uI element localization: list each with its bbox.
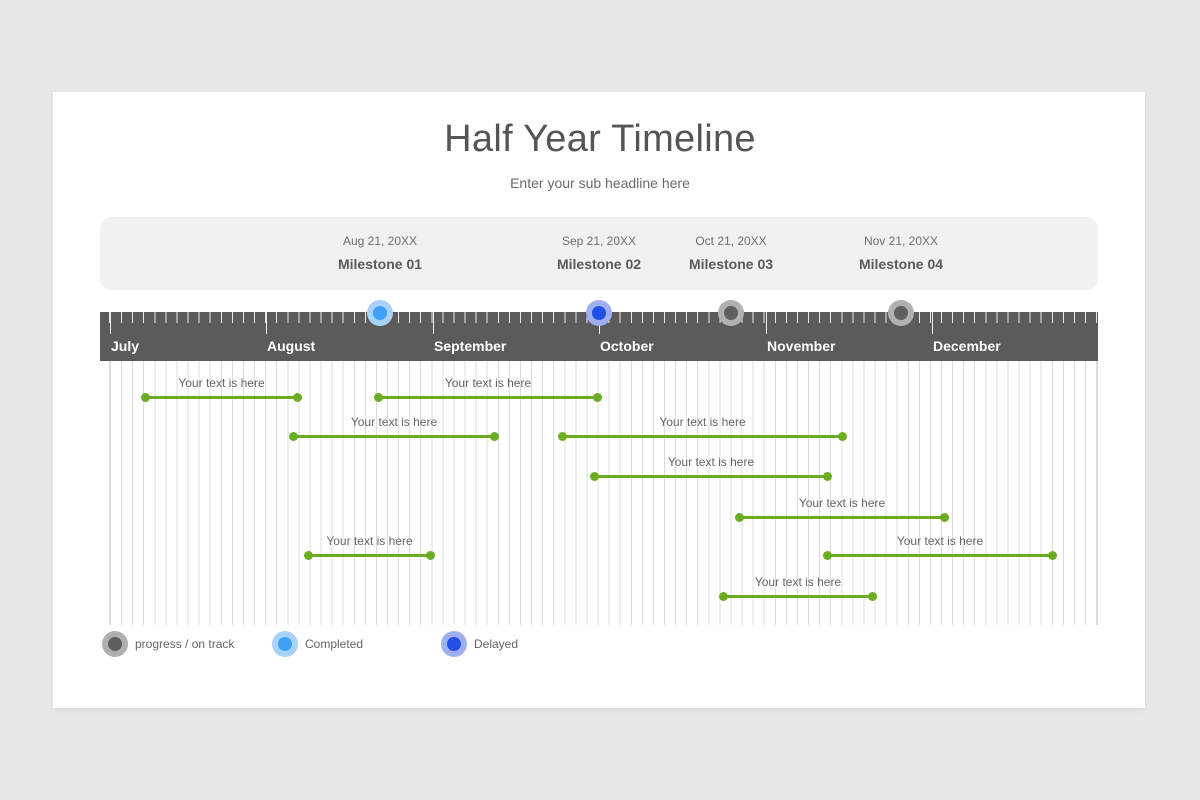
milestone-marker-progress-icon[interactable] bbox=[888, 300, 914, 326]
milestone-name: Milestone 02 bbox=[556, 256, 642, 272]
task-start-dot-icon[interactable] bbox=[590, 472, 599, 481]
task-end-dot-icon[interactable] bbox=[940, 513, 949, 522]
milestone-marker-delayed-icon[interactable] bbox=[586, 300, 612, 326]
task-end-dot-icon[interactable] bbox=[293, 393, 302, 402]
status-dot-icon bbox=[592, 306, 606, 320]
task-start-dot-icon[interactable] bbox=[735, 513, 744, 522]
task-start-dot-icon[interactable] bbox=[289, 432, 298, 441]
task-start-dot-icon[interactable] bbox=[141, 393, 150, 402]
status-dot-icon bbox=[373, 306, 387, 320]
milestone-date: Sep 21, 20XX bbox=[561, 234, 637, 248]
milestone-name: Milestone 03 bbox=[688, 256, 774, 272]
task-end-dot-icon[interactable] bbox=[1048, 551, 1057, 560]
task-bar[interactable] bbox=[558, 432, 847, 441]
legend-progress-icon bbox=[102, 631, 128, 657]
month-tick bbox=[766, 312, 767, 334]
task-bar[interactable] bbox=[735, 513, 949, 522]
page-title: Half Year Timeline bbox=[444, 118, 756, 160]
legend-label: progress / on track bbox=[135, 637, 235, 651]
task-bar[interactable] bbox=[719, 592, 877, 601]
legend-completed-icon bbox=[272, 631, 298, 657]
month-tick bbox=[110, 312, 111, 334]
task-end-dot-icon[interactable] bbox=[868, 592, 877, 601]
task-end-dot-icon[interactable] bbox=[426, 551, 435, 560]
task-end-dot-icon[interactable] bbox=[823, 472, 832, 481]
task-bar[interactable] bbox=[141, 393, 302, 402]
page-subtitle: Enter your sub headline here bbox=[510, 175, 690, 191]
legend-label: Delayed bbox=[474, 637, 519, 651]
task-label: Your text is here bbox=[754, 575, 842, 589]
task-start-dot-icon[interactable] bbox=[304, 551, 313, 560]
milestone-date: Nov 21, 20XX bbox=[863, 234, 939, 248]
task-end-dot-icon[interactable] bbox=[838, 432, 847, 441]
status-dot-icon bbox=[894, 306, 908, 320]
grid-border bbox=[1097, 361, 1098, 625]
task-bar[interactable] bbox=[289, 432, 499, 441]
legend-item-progress: progress / on track bbox=[102, 631, 234, 657]
month-tick bbox=[932, 312, 933, 334]
task-label: Your text is here bbox=[798, 496, 886, 510]
task-start-dot-icon[interactable] bbox=[558, 432, 567, 441]
task-end-dot-icon[interactable] bbox=[593, 393, 602, 402]
task-label: Your text is here bbox=[444, 376, 532, 390]
milestone-marker-progress-icon[interactable] bbox=[718, 300, 744, 326]
milestone-date: Oct 21, 20XX bbox=[695, 234, 767, 248]
month-label-december: December bbox=[933, 338, 1001, 354]
task-end-dot-icon[interactable] bbox=[490, 432, 499, 441]
milestone-name: Milestone 01 bbox=[337, 256, 423, 272]
month-label-july: July bbox=[111, 338, 140, 354]
legend-item-delayed: Delayed bbox=[441, 631, 518, 657]
legend-item-completed: Completed bbox=[272, 631, 363, 657]
milestone-name: Milestone 04 bbox=[858, 256, 944, 272]
legend-label: Completed bbox=[305, 637, 364, 651]
task-label: Your text is here bbox=[667, 455, 755, 469]
task-start-dot-icon[interactable] bbox=[823, 551, 832, 560]
task-start-dot-icon[interactable] bbox=[374, 393, 383, 402]
task-label: Your text is here bbox=[326, 534, 413, 548]
task-bar[interactable] bbox=[304, 551, 435, 560]
month-label-august: August bbox=[267, 338, 316, 354]
task-label: Your text is here bbox=[350, 415, 438, 429]
month-label-september: September bbox=[434, 338, 507, 354]
task-bar[interactable] bbox=[823, 551, 1057, 560]
task-bar[interactable] bbox=[590, 472, 832, 481]
milestone-marker-completed-icon[interactable] bbox=[367, 300, 393, 326]
milestone-panel bbox=[100, 217, 1098, 290]
task-bar[interactable] bbox=[374, 393, 602, 402]
month-label-october: October bbox=[600, 338, 654, 354]
milestone-1: Aug 21, 20XX Milestone 01 bbox=[300, 234, 460, 272]
milestone-2: Sep 21, 20XX Milestone 02 bbox=[519, 234, 679, 272]
timeline-grid bbox=[100, 361, 1098, 625]
month-label-november: November bbox=[767, 338, 836, 354]
legend-delayed-icon bbox=[441, 631, 467, 657]
status-dot-icon bbox=[724, 306, 738, 320]
task-label: Your text is here bbox=[659, 415, 746, 429]
milestone-4: Nov 21, 20XX Milestone 04 bbox=[821, 234, 981, 272]
month-tick bbox=[266, 312, 267, 334]
task-label: Your text is here bbox=[896, 534, 984, 548]
milestone-3: Oct 21, 20XX Milestone 03 bbox=[651, 234, 811, 272]
month-tick bbox=[433, 312, 434, 334]
task-start-dot-icon[interactable] bbox=[719, 592, 728, 601]
task-label: Your text is here bbox=[178, 376, 265, 390]
milestone-date: Aug 21, 20XX bbox=[342, 234, 418, 248]
